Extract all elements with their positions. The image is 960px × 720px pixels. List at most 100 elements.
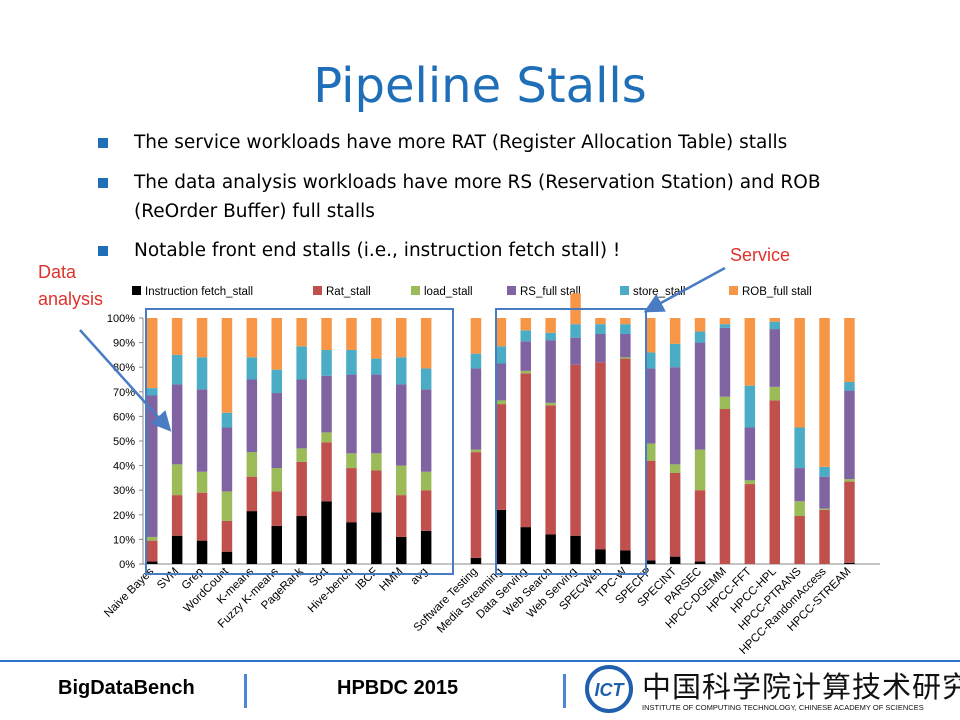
- bar-segment: [346, 468, 357, 523]
- bullet-text: The service workloads have more RAT (Reg…: [134, 132, 788, 153]
- y-tick-label: 50%: [113, 436, 135, 448]
- y-tick-label: 30%: [113, 485, 135, 497]
- bar-segment: [620, 550, 631, 564]
- chart-legend: Instruction fetch_stall Rat_stall load_sta…: [132, 286, 812, 298]
- service-group-box: [495, 308, 647, 575]
- y-tick-label: 70%: [113, 387, 135, 399]
- bar-segment: [645, 352, 656, 369]
- bar-segment: [595, 362, 606, 550]
- bar-segment: [645, 460, 656, 561]
- legend-label: Rat_stall: [326, 286, 371, 298]
- bar-segment: [669, 556, 681, 564]
- bar-segment: [595, 549, 606, 564]
- legend-label: Instruction fetch_stall: [145, 286, 253, 298]
- bar-segment: [719, 396, 731, 410]
- bar-segment: [744, 484, 756, 564]
- bar-segment: [495, 400, 507, 405]
- bar-segment: [595, 324, 606, 334]
- bar-segment: [520, 341, 531, 371]
- bar-segment: [744, 318, 756, 386]
- bar-segment: [844, 381, 855, 391]
- bar-segment: [321, 442, 332, 502]
- bar-segment: [495, 404, 507, 510]
- bar-segment: [495, 509, 507, 564]
- footer-separator: [244, 674, 247, 708]
- legend-label: RS_full stall: [520, 286, 581, 298]
- bar-segment: [545, 402, 556, 406]
- ict-logo: ICT: [583, 664, 635, 714]
- bar-segment: [346, 318, 357, 350]
- bullet-text: The data analysis workloads have more RS…: [134, 172, 821, 222]
- bar-segment: [321, 318, 332, 350]
- bar-segment: [147, 536, 158, 541]
- bar-segment: [744, 427, 756, 481]
- bar-segment: [520, 330, 531, 342]
- bar-segment: [570, 337, 581, 365]
- bar-segment: [171, 464, 183, 496]
- square-bullet-icon: [98, 246, 108, 256]
- bar-segment: [595, 333, 606, 363]
- bar-segment: [669, 318, 681, 344]
- legend-label: load_stall: [424, 286, 473, 298]
- bar-segment: [570, 364, 581, 536]
- bar-segment: [669, 472, 681, 557]
- y-tick-label: 10%: [113, 534, 135, 546]
- legend-swatch: [132, 286, 141, 295]
- bar-segment: [271, 393, 282, 469]
- bar-segment: [221, 412, 233, 428]
- bar-segment: [570, 324, 581, 338]
- bar-segment: [719, 409, 731, 564]
- bar-segment: [371, 470, 382, 513]
- bar-segment: [147, 540, 158, 562]
- bar-segment: [669, 367, 681, 465]
- y-tick-label: 100%: [107, 313, 135, 325]
- footer-center-text: HPBDC 2015: [337, 677, 459, 699]
- footer-left-text: BigDataBench: [58, 677, 195, 699]
- legend-swatch: [507, 286, 516, 295]
- bar-segment: [171, 384, 183, 465]
- bar-segment: [669, 464, 681, 473]
- callout-data-analysis-line1: Data: [38, 262, 77, 282]
- bar-segment: [794, 501, 805, 517]
- bar-segment: [246, 379, 258, 453]
- bar-segment: [420, 490, 432, 531]
- bar-segment: [545, 534, 556, 564]
- bar-segment: [694, 561, 706, 564]
- bar-segment: [844, 479, 855, 482]
- bar-segment: [520, 527, 531, 564]
- bar-segment: [271, 369, 282, 394]
- bar-segment: [694, 490, 706, 562]
- bar-segment: [196, 318, 208, 358]
- arrow-data-analysis: [79, 329, 172, 432]
- bar-segment: [620, 324, 631, 334]
- bar-segment: [196, 357, 208, 390]
- bar-segment: [794, 516, 805, 564]
- chart-bars: [147, 293, 855, 564]
- square-bullet-icon: [98, 178, 108, 188]
- bar-segment: [321, 501, 332, 564]
- bar-segment: [147, 318, 158, 389]
- bar-segment: [595, 318, 606, 325]
- slide-title: Pipeline Stalls: [313, 58, 647, 114]
- bar-segment: [221, 491, 233, 521]
- bar-segment: [769, 321, 780, 330]
- y-tick-label: 0%: [119, 559, 135, 571]
- bar-segment: [196, 389, 208, 472]
- bar-segment: [420, 368, 432, 390]
- bar-segment: [769, 386, 780, 401]
- bar-segment: [819, 476, 830, 509]
- bar-segment: [694, 342, 706, 450]
- bar-segment: [147, 561, 158, 564]
- bar-segment: [271, 318, 282, 370]
- bar-segment: [420, 530, 432, 564]
- bar-segment: [271, 468, 282, 492]
- bar-segment: [221, 427, 233, 492]
- bar-segment: [147, 388, 158, 396]
- bar-segment: [321, 375, 332, 433]
- bar-segment: [545, 405, 556, 535]
- bar-segment: [221, 318, 233, 413]
- bar-segment: [171, 354, 183, 385]
- bar-segment: [769, 329, 780, 387]
- bar-segment: [296, 516, 307, 564]
- bar-segment: [719, 327, 731, 397]
